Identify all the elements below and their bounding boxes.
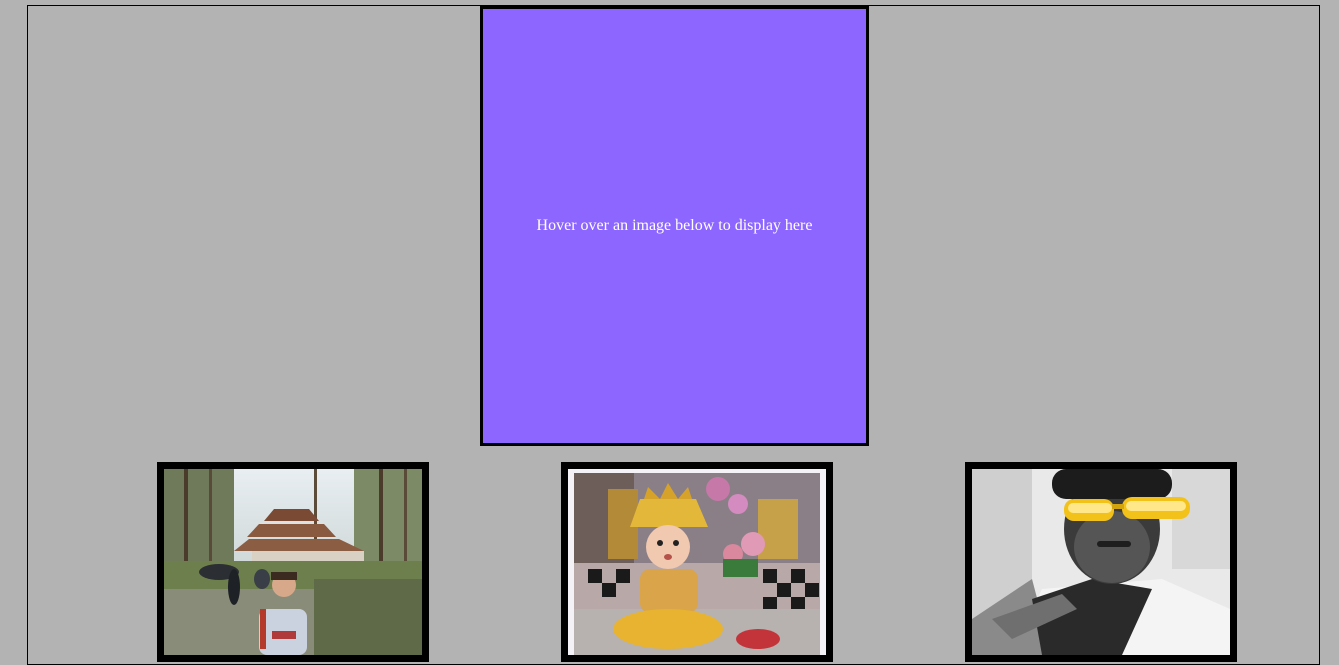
gallery-thumbnail-2[interactable] (561, 462, 833, 662)
person-at-forest-temple-photo (164, 469, 422, 655)
gallery-thumbnail-1[interactable] (157, 462, 429, 662)
preview-instruction-text: Hover over an image below to display her… (537, 217, 813, 235)
man-with-yellow-sunglasses-photo (972, 469, 1230, 655)
image-preview-box: Hover over an image below to display her… (480, 6, 869, 446)
child-dressed-as-krishna-photo (568, 469, 826, 655)
gallery-thumbnail-3[interactable] (965, 462, 1237, 662)
